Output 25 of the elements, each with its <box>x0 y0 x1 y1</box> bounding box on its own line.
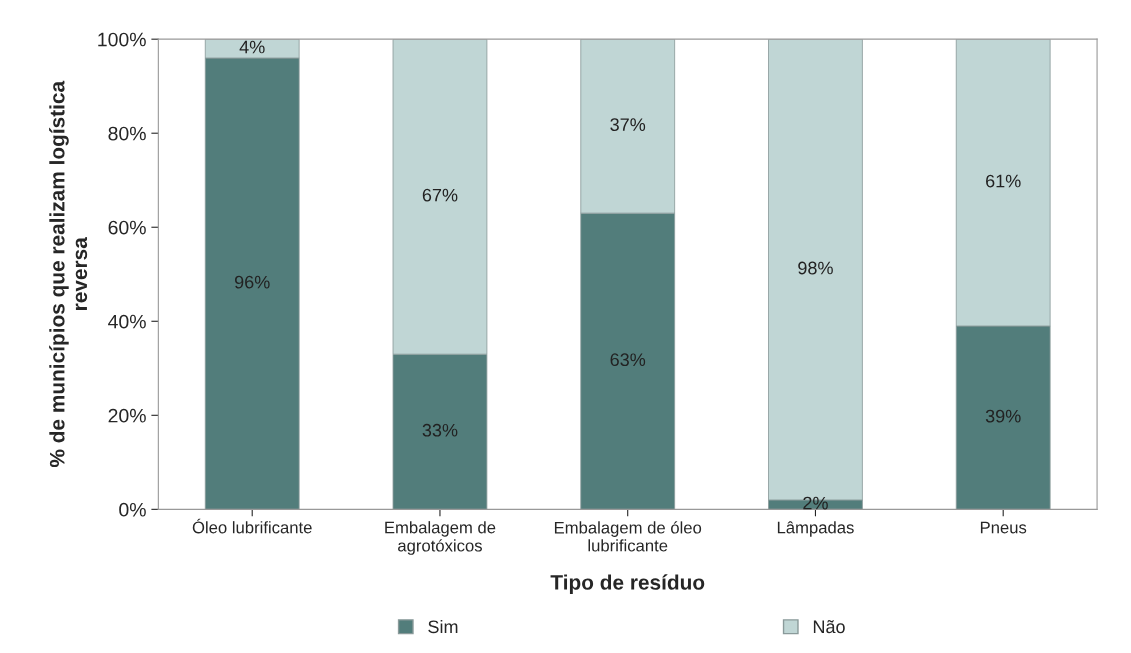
x-tick-label: Embalagem de agrotóxicos <box>385 521 496 555</box>
x-tick-label: Embalagem de óleo lubrificante <box>554 521 702 552</box>
y-tick-label: 80% <box>108 126 146 141</box>
x-tick-label: Pneus <box>980 521 1027 534</box>
y-tick-label: 0% <box>119 502 146 517</box>
data-label: 37% <box>610 118 646 132</box>
data-label: 33% <box>422 423 458 437</box>
y-tick-label: 100% <box>98 32 146 47</box>
x-tick-label: Óleo lubrificante <box>192 518 312 534</box>
legend-label: Sim <box>428 619 458 634</box>
data-label: 4% <box>239 40 265 54</box>
data-label: 67% <box>422 188 458 202</box>
data-label: 39% <box>985 409 1021 423</box>
data-label: 98% <box>798 261 833 275</box>
data-label: 96% <box>234 275 270 289</box>
data-label: 63% <box>610 353 646 367</box>
data-label: 61% <box>986 174 1021 188</box>
y-tick-label: 60% <box>108 220 146 235</box>
data-label: 2% <box>803 496 828 510</box>
y-tick-label: 40% <box>108 314 146 329</box>
y-tick-label: 20% <box>108 408 146 423</box>
x-tick-label: Lâmpadas <box>777 521 854 537</box>
legend-label: Não <box>813 620 845 634</box>
y-axis-title: % de municípios que realizam logística reversa <box>49 80 88 468</box>
x-axis-title: Tipo de resíduo <box>550 574 705 594</box>
